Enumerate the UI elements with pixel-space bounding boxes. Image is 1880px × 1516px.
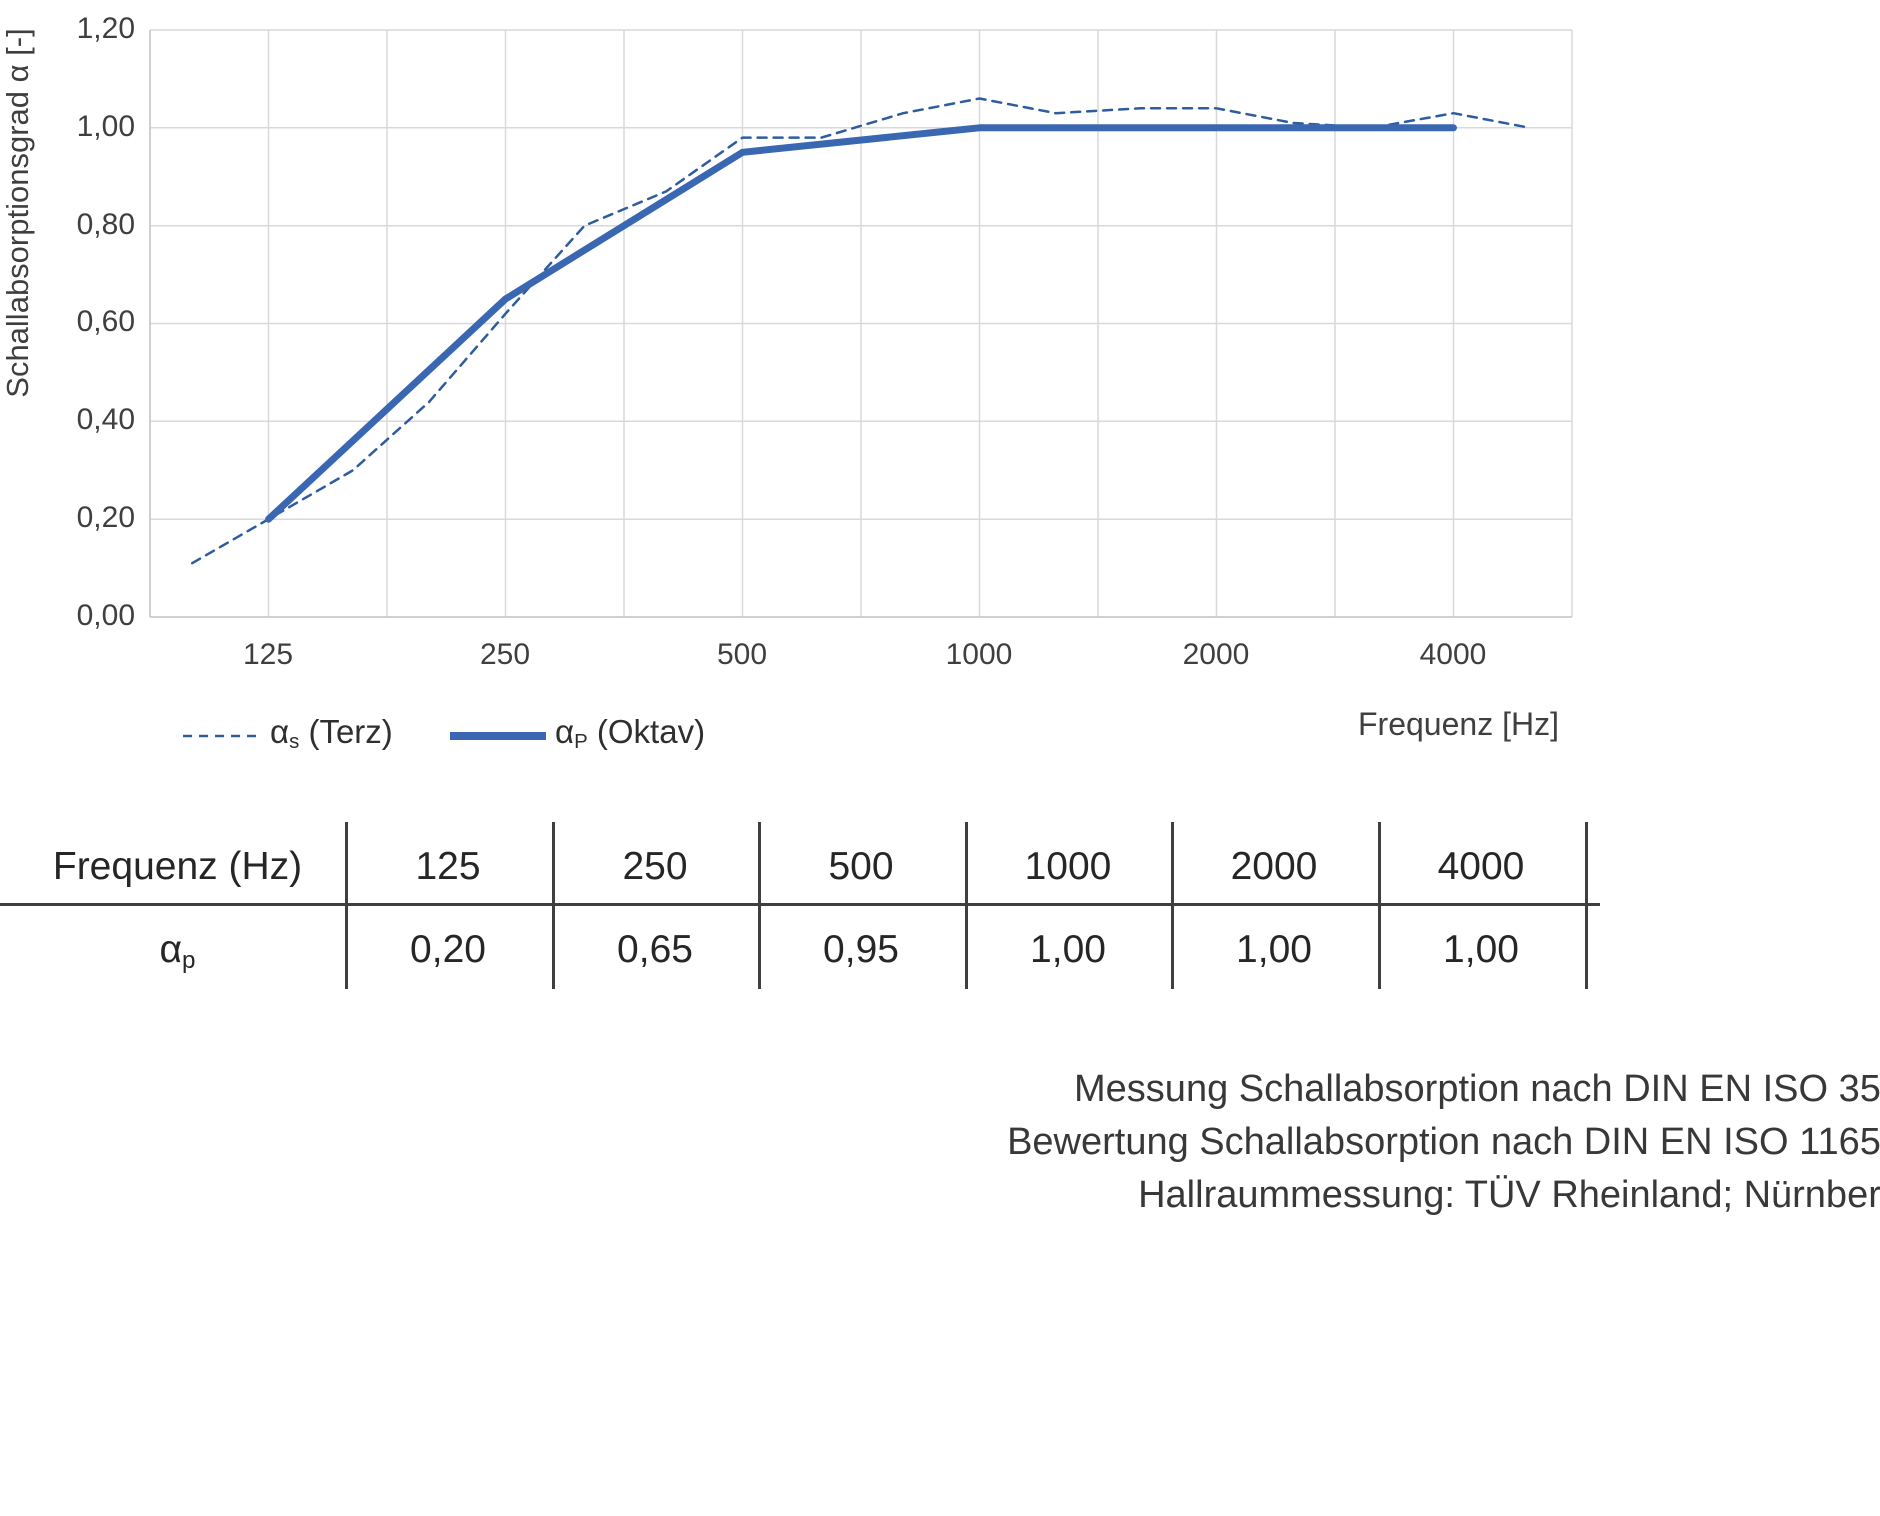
y-tick-label: 1,00 [76,110,135,143]
alpha-subscript: P [574,730,588,754]
table-row-divider [0,903,1600,906]
y-tick-label: 1,20 [76,12,135,45]
table-value-cell: 1,00 [1030,928,1106,971]
table-value-cell: 1,00 [1443,928,1519,971]
alpha-symbol: α [270,713,290,750]
table-value-cell: 0,95 [823,928,899,971]
x-axis-label: Frequenz [Hz] [1358,706,1559,742]
table-header-cell: 2000 [1230,845,1318,888]
alpha-subscript: p [182,947,196,975]
table-row-label-alpha-p: αp [10,928,345,975]
table-header-cell: 125 [415,845,481,888]
y-tick-label: 0,60 [76,305,135,338]
y-axis-title: Schallabsorptionsgrad α [-] [0,28,35,398]
legend-terz-label: αs (Terz) [270,713,393,754]
table-header-cell: 4000 [1437,845,1525,888]
table-header-cell: 1000 [1024,845,1112,888]
footer-line-2: Bewertung Schallabsorption nach DIN EN I… [1007,1121,1880,1163]
y-tick-label: 0,00 [76,599,135,632]
x-tick-label: 250 [479,638,531,671]
table-value-cell: 0,65 [617,928,693,971]
y-tick-label: 0,80 [76,208,135,241]
alpha-subscript: s [289,730,300,754]
alpha-symbol: α [555,713,575,750]
alpha-symbol: α [159,928,183,971]
table-value-cell: 1,00 [1236,928,1312,971]
legend-terz-text: (Terz) [299,713,393,750]
table-header-cell: 500 [828,845,894,888]
footer-line-3: Hallraummessung: TÜV Rheinland; Nürnberg [1138,1174,1880,1216]
table-header-frequenz: Frequenz (Hz) [52,845,303,888]
x-tick-label: 2000 [1182,638,1250,671]
table-header-cell: 250 [622,845,688,888]
legend-terz-line-sample [183,734,261,738]
legend-oktav-label: αP (Oktav) [555,713,705,754]
table-value-cell: 0,20 [410,928,486,971]
x-tick-label: 125 [242,638,294,671]
y-tick-label: 0,20 [76,501,135,534]
absorption-chart [149,29,1573,618]
x-tick-label: 500 [716,638,768,671]
x-tick-label: 4000 [1419,638,1487,671]
measurement-notes: Messung Schallabsorption nach DIN EN ISO… [1007,1063,1880,1222]
x-tick-label: 1000 [945,638,1013,671]
y-tick-label: 0,40 [76,403,135,436]
footer-line-1: Messung Schallabsorption nach DIN EN ISO… [1074,1068,1880,1110]
legend-oktav-text: (Oktav) [587,713,706,750]
legend-oktav-line-sample [450,732,546,740]
